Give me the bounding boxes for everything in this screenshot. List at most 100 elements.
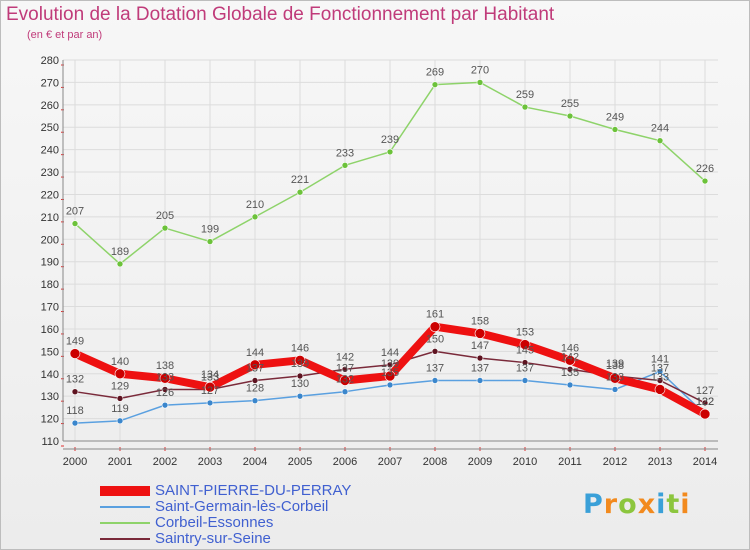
y-tick-label: 170 bbox=[41, 302, 59, 314]
data-point bbox=[339, 375, 351, 386]
logo-letter: i bbox=[680, 489, 691, 520]
data-label: 139 bbox=[291, 358, 309, 370]
data-label: 137 bbox=[426, 362, 444, 374]
data-label: 132 bbox=[66, 374, 84, 386]
data-point bbox=[161, 401, 169, 409]
data-point bbox=[656, 368, 664, 375]
data-point bbox=[699, 408, 711, 420]
x-tick-label: 2008 bbox=[423, 456, 447, 468]
data-label: 144 bbox=[381, 347, 399, 359]
x-tick-label: 2005 bbox=[288, 456, 312, 468]
data-point bbox=[609, 372, 621, 384]
data-label: 133 bbox=[606, 371, 624, 383]
data-point bbox=[71, 388, 79, 395]
data-label: 150 bbox=[426, 333, 444, 345]
data-point bbox=[431, 348, 439, 355]
logo-letter: t bbox=[666, 489, 681, 520]
y-tick-label: 250 bbox=[41, 122, 59, 134]
data-point bbox=[566, 365, 574, 373]
data-point bbox=[341, 388, 349, 395]
x-tick-label: 2002 bbox=[153, 456, 177, 468]
data-label: 127 bbox=[696, 385, 714, 397]
y-tick-label: 260 bbox=[41, 100, 59, 112]
chart-subtitle: (en € et par an) bbox=[27, 29, 103, 41]
data-label: 119 bbox=[111, 403, 129, 415]
y-tick-label: 190 bbox=[41, 257, 59, 269]
data-label: 140 bbox=[111, 356, 129, 368]
logo-letter: P bbox=[583, 489, 604, 520]
y-tick-label: 280 bbox=[41, 55, 59, 67]
data-point bbox=[654, 384, 666, 395]
data-point bbox=[519, 339, 531, 350]
legend-item: Saint-Germain-lès-Corbeil bbox=[100, 499, 400, 515]
data-label: 153 bbox=[516, 327, 534, 339]
y-tick-label: 240 bbox=[41, 145, 59, 157]
data-point bbox=[161, 386, 169, 393]
chart-title: Evolution de la Dotation Globale de Fonc… bbox=[6, 4, 555, 25]
data-point bbox=[429, 321, 441, 333]
x-tick-label: 2013 bbox=[648, 456, 672, 468]
x-tick-label: 2012 bbox=[603, 456, 627, 468]
data-point bbox=[69, 348, 81, 359]
data-point bbox=[386, 381, 394, 389]
data-label: 137 bbox=[516, 362, 534, 374]
logo-letter: r bbox=[603, 489, 619, 520]
x-tick-label: 2011 bbox=[558, 456, 582, 468]
data-label: 129 bbox=[111, 380, 129, 392]
data-label: 126 bbox=[156, 387, 174, 399]
data-point bbox=[249, 359, 261, 371]
x-tick-label: 2001 bbox=[108, 456, 132, 468]
data-point bbox=[206, 238, 214, 245]
data-point bbox=[521, 103, 529, 111]
data-label: 135 bbox=[561, 367, 579, 379]
legend-swatch bbox=[100, 538, 150, 540]
y-tick-label: 120 bbox=[41, 414, 59, 426]
data-label: 144 bbox=[246, 347, 264, 359]
legend-label: Corbeil-Essonnes bbox=[155, 514, 274, 531]
data-label: 137 bbox=[336, 362, 354, 374]
data-point bbox=[341, 365, 349, 373]
data-point bbox=[386, 148, 394, 156]
data-label: 270 bbox=[471, 64, 489, 76]
y-tick-label: 230 bbox=[41, 167, 59, 179]
data-label: 128 bbox=[246, 383, 264, 395]
data-label: 130 bbox=[291, 378, 309, 390]
data-label: 149 bbox=[66, 336, 84, 348]
data-point bbox=[611, 126, 619, 133]
data-label: 133 bbox=[156, 371, 174, 383]
data-label: 158 bbox=[471, 315, 489, 327]
data-label: 145 bbox=[516, 345, 534, 357]
data-label: 133 bbox=[651, 371, 669, 383]
data-point bbox=[431, 81, 439, 88]
legend-label: SAINT-PIERRE-DU-PERRAY bbox=[155, 482, 352, 499]
data-label: 118 bbox=[66, 405, 84, 417]
data-point bbox=[656, 377, 664, 384]
y-tick-label: 210 bbox=[41, 212, 59, 224]
data-label: 122 bbox=[696, 396, 714, 408]
data-label: 132 bbox=[336, 374, 354, 386]
legend-item: Corbeil-Essonnes bbox=[100, 515, 400, 531]
data-label: 189 bbox=[111, 246, 129, 258]
legend: SAINT-PIERRE-DU-PERRAY Saint-Germain-lès-… bbox=[100, 483, 400, 547]
data-point bbox=[341, 162, 349, 169]
data-point bbox=[116, 417, 124, 425]
data-label: 205 bbox=[156, 210, 174, 222]
data-label: 226 bbox=[696, 163, 714, 175]
data-label: 210 bbox=[246, 199, 264, 211]
data-label: 137 bbox=[471, 362, 489, 374]
data-label: 139 bbox=[381, 358, 399, 370]
data-point bbox=[71, 419, 79, 427]
logo-letter: i bbox=[656, 489, 667, 520]
legend-label: Saintry-sur-Seine bbox=[155, 530, 271, 547]
data-point bbox=[384, 370, 396, 382]
data-label: 141 bbox=[651, 354, 669, 366]
data-label: 139 bbox=[606, 358, 624, 370]
y-tick-label: 270 bbox=[41, 77, 59, 89]
data-point bbox=[611, 386, 619, 393]
data-label: 137 bbox=[651, 362, 669, 374]
logo-letter: o bbox=[618, 489, 638, 520]
data-point bbox=[386, 361, 394, 369]
data-point bbox=[564, 355, 576, 366]
